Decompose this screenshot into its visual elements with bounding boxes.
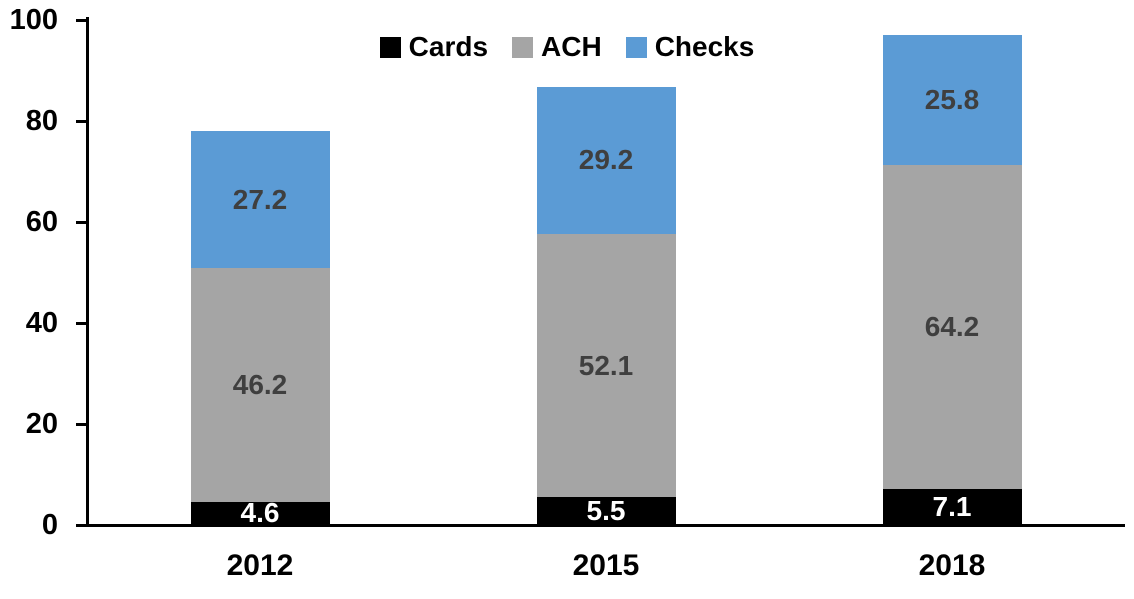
legend-label: Cards: [408, 31, 489, 62]
legend-marker-ach: [512, 36, 534, 58]
legend-label: Checks: [654, 31, 755, 62]
bar-segment-checks-2018: 25.8: [882, 34, 1022, 165]
legend-marker-checks: [625, 36, 647, 58]
y-axis-tick-label: 100: [9, 4, 58, 36]
bar-value-label: 27.2: [232, 183, 288, 215]
bar-value-label: 7.1: [932, 491, 972, 523]
bar-segment-ach-2015: 52.1: [536, 234, 676, 498]
bar-value-label: 29.2: [578, 144, 634, 176]
y-axis-tick-label: 20: [25, 408, 58, 440]
bar-value-label: 46.2: [232, 369, 288, 401]
legend-marker-cards: [379, 36, 401, 58]
bar-value-label: 5.5: [586, 495, 626, 527]
bar-segment-cards-2018: 7.1: [882, 489, 1022, 525]
legend-item-cards: Cards: [379, 31, 489, 62]
bar-value-label: 52.1: [578, 349, 634, 381]
legend-item-checks: Checks: [625, 31, 755, 62]
bar-segment-checks-2015: 29.2: [536, 86, 676, 235]
legend-item-ach: ACH: [512, 33, 602, 61]
y-axis-tick-mark: [76, 119, 87, 123]
bar-segment-ach-2012: 46.2: [190, 268, 330, 502]
bar-segment-cards-2012: 4.6: [190, 497, 330, 529]
y-axis-tick-mark: [76, 18, 87, 22]
y-axis-line: [86, 17, 89, 527]
x-axis-line: [86, 524, 1125, 527]
bar-segment-checks-2012: 27.2: [190, 131, 330, 269]
y-axis-tick-label: 80: [25, 105, 58, 137]
bar-segment-cards-2015: 5.5: [536, 495, 676, 527]
y-axis-tick-mark: [76, 321, 87, 325]
y-axis-tick-label: 0: [41, 509, 58, 541]
x-axis-label-2015: 2015: [572, 549, 640, 582]
bar-value-label: 25.8: [924, 83, 980, 115]
x-axis-label-2018: 2018: [918, 549, 986, 582]
y-axis-tick-mark: [76, 523, 87, 527]
y-axis-tick-label: 40: [25, 307, 58, 339]
legend-label: ACH: [541, 31, 602, 62]
bar-value-label: 64.2: [924, 311, 980, 343]
y-axis-tick-mark: [76, 220, 87, 224]
bar-segment-ach-2018: 64.2: [882, 164, 1022, 490]
bar-value-label: 4.6: [240, 497, 280, 529]
x-axis-label-2012: 2012: [226, 549, 294, 582]
y-axis-tick-label: 60: [25, 206, 58, 238]
y-axis-tick-mark: [76, 422, 87, 426]
